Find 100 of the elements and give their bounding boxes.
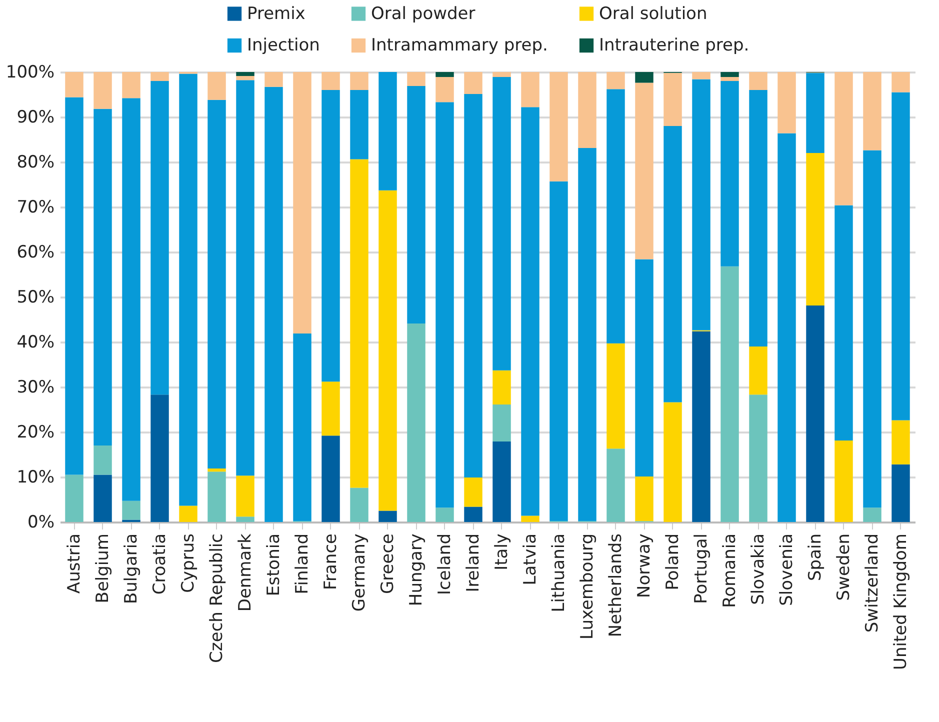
bar xyxy=(892,420,910,464)
bar xyxy=(94,108,112,446)
x-tick-label: Romania xyxy=(720,534,740,608)
bar xyxy=(606,448,625,522)
y-tick-label: 100% xyxy=(6,62,54,82)
bar xyxy=(407,86,426,324)
bar xyxy=(578,148,596,522)
bar xyxy=(94,446,112,475)
bar xyxy=(692,331,710,522)
bar xyxy=(378,72,397,190)
bar xyxy=(863,508,882,522)
y-tick-label: 20% xyxy=(16,422,54,442)
bar xyxy=(492,370,511,405)
bar xyxy=(236,476,254,517)
bar xyxy=(65,72,84,98)
bar xyxy=(492,404,511,442)
bar xyxy=(150,81,169,395)
y-tick-label: 60% xyxy=(16,242,54,262)
x-tick-label: Switzerland xyxy=(862,534,882,633)
x-tick-label: Greece xyxy=(378,534,398,594)
x-tick-label: Estonia xyxy=(264,534,284,596)
bar xyxy=(236,80,254,476)
x-tick-label: Germany xyxy=(349,534,370,612)
bar xyxy=(863,150,882,508)
bar xyxy=(606,343,625,449)
bar xyxy=(464,477,482,507)
bar xyxy=(664,72,682,126)
bar xyxy=(436,72,454,77)
bar xyxy=(179,506,198,522)
bar xyxy=(208,72,226,100)
x-tick-label: Lithuania xyxy=(548,534,569,612)
bar xyxy=(122,98,140,501)
bar xyxy=(635,82,654,260)
bar xyxy=(407,72,426,86)
x-tick-label: Hungary xyxy=(406,534,426,606)
legend-label: Intramammary prep. xyxy=(371,36,548,56)
bar xyxy=(606,72,625,90)
bar xyxy=(720,72,739,77)
bar xyxy=(322,72,340,90)
x-tick-label: Croatia xyxy=(150,534,170,595)
bar xyxy=(322,90,340,382)
bar xyxy=(834,72,853,206)
x-tick-label: Norway xyxy=(634,534,654,598)
bar xyxy=(606,89,625,344)
bar xyxy=(236,72,254,76)
x-tick-label: Finland xyxy=(292,534,312,594)
bar xyxy=(150,72,169,81)
x-tick-label: Poland xyxy=(662,534,683,590)
bar xyxy=(834,205,853,441)
bar xyxy=(492,441,511,522)
x-tick-label: Portugal xyxy=(691,534,712,604)
y-tick-label: 50% xyxy=(16,288,54,308)
bar xyxy=(749,346,768,395)
bar xyxy=(208,468,226,472)
bar xyxy=(236,516,254,522)
bar xyxy=(749,72,768,90)
bar xyxy=(94,474,112,522)
bar xyxy=(806,306,824,522)
legend-label: Premix xyxy=(247,4,306,24)
bar xyxy=(293,72,312,334)
bar xyxy=(550,72,568,182)
bar xyxy=(692,79,710,330)
bar xyxy=(464,506,482,522)
x-tick-label: France xyxy=(320,534,341,590)
legend-label: Injection xyxy=(247,36,320,56)
bar xyxy=(521,107,540,516)
x-tick-label: Iceland xyxy=(434,534,455,596)
legend-label: Oral solution xyxy=(599,4,708,24)
x-tick-label: Denmark xyxy=(235,533,256,612)
bar xyxy=(350,488,368,522)
bar xyxy=(122,500,140,520)
legend-label: Oral powder xyxy=(371,4,476,24)
bar xyxy=(322,436,340,522)
bar xyxy=(350,90,368,160)
bar xyxy=(521,72,540,108)
bar xyxy=(378,190,397,511)
bar xyxy=(464,94,482,478)
bar xyxy=(65,97,84,475)
y-tick-label: 80% xyxy=(16,152,54,172)
bar xyxy=(293,333,312,522)
x-tick-label: Czech Republic xyxy=(206,534,227,663)
bar xyxy=(720,81,739,266)
bar xyxy=(664,126,682,402)
bar xyxy=(208,100,226,468)
x-tick-label: Netherlands xyxy=(606,533,626,638)
x-tick-label: Slovenia xyxy=(776,534,797,606)
bar xyxy=(236,76,254,80)
bar xyxy=(778,133,796,522)
x-tick-label: United Kingdom xyxy=(890,534,911,670)
bar xyxy=(492,76,511,370)
y-tick-label: 0% xyxy=(28,512,54,532)
bar xyxy=(578,72,596,148)
bar xyxy=(720,76,739,81)
bar xyxy=(834,440,853,522)
bar xyxy=(122,72,140,98)
x-tick-label: Sweden xyxy=(834,534,854,601)
bar xyxy=(264,72,283,87)
bar xyxy=(350,159,368,488)
y-tick-label: 90% xyxy=(16,108,54,128)
bar xyxy=(322,382,340,436)
